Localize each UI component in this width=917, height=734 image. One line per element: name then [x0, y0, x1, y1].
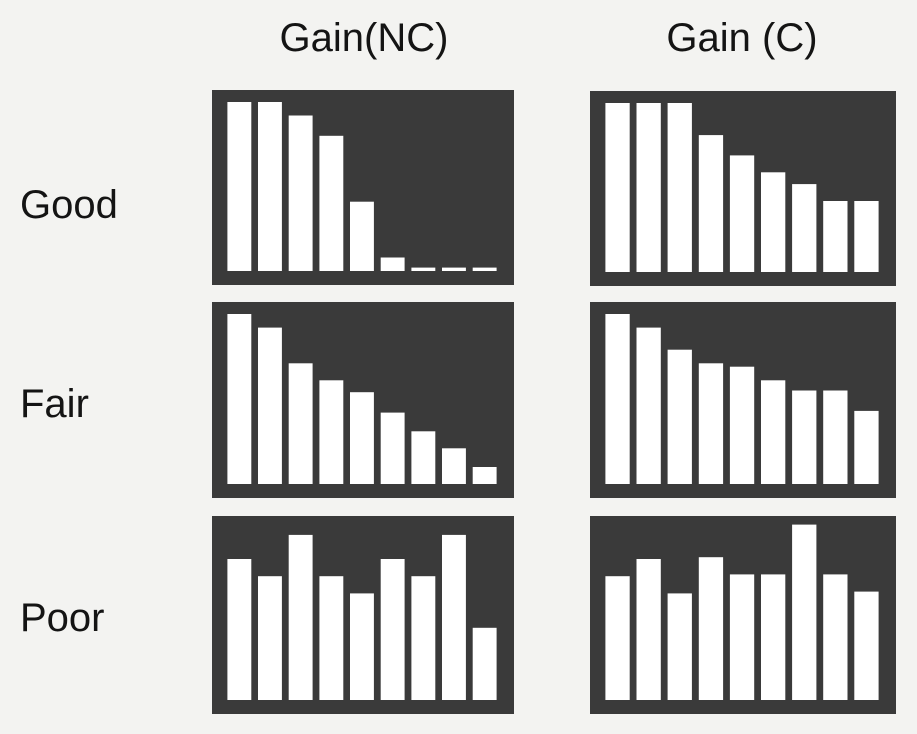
bar-good-gain-c-9 — [854, 201, 879, 272]
bar-poor-gain-c-2 — [636, 559, 661, 700]
bar-fair-gain-nc-2 — [258, 327, 282, 484]
row-label-poor: Poor — [20, 596, 105, 640]
bar-good-gain-c-2 — [636, 103, 661, 272]
bar-good-gain-nc-6 — [380, 257, 405, 271]
bar-good-gain-nc-3 — [288, 115, 313, 271]
bar-fair-gain-nc-7 — [411, 431, 436, 484]
bar-fair-gain-c-5 — [729, 366, 755, 484]
bar-poor-gain-c-1 — [605, 576, 630, 700]
bar-good-gain-c-1 — [605, 103, 630, 272]
bar-plot-poor-gain-c — [605, 524, 879, 700]
bar-fair-gain-nc-5 — [350, 392, 374, 484]
bar-plot-fair-gain-c — [605, 314, 879, 484]
bar-good-gain-nc-4 — [319, 135, 344, 271]
bar-fair-gain-c-9 — [854, 410, 879, 484]
bar-plot-good-gain-c — [605, 103, 879, 272]
column-title-gain-c: Gain (C) — [666, 16, 818, 60]
bar-poor-gain-nc-5 — [350, 593, 374, 700]
bar-fair-gain-nc-8 — [442, 448, 466, 484]
bar-fair-gain-c-8 — [823, 390, 848, 484]
bar-poor-gain-nc-8 — [442, 534, 466, 700]
bar-good-gain-nc-9 — [472, 267, 497, 271]
bar-poor-gain-c-3 — [667, 593, 692, 700]
bar-good-gain-c-5 — [729, 155, 755, 272]
bar-fair-gain-c-6 — [761, 380, 786, 484]
bar-fair-gain-c-1 — [605, 314, 630, 484]
bar-good-gain-c-7 — [792, 184, 817, 272]
bar-good-gain-c-3 — [667, 103, 692, 272]
panel-good-gain-nc — [212, 90, 514, 285]
bar-good-gain-nc-7 — [411, 267, 436, 271]
bar-good-gain-c-8 — [823, 201, 848, 272]
bar-plot-good-gain-nc — [227, 102, 497, 271]
bar-good-gain-c-6 — [761, 172, 786, 272]
bar-poor-gain-c-8 — [823, 574, 848, 700]
bar-poor-gain-nc-7 — [411, 576, 436, 700]
bar-poor-gain-nc-9 — [472, 627, 497, 700]
bar-poor-gain-c-4 — [698, 557, 724, 700]
bar-good-gain-nc-5 — [350, 201, 374, 271]
bar-good-gain-c-4 — [698, 135, 724, 272]
panel-poor-gain-c — [590, 516, 896, 714]
bar-fair-gain-nc-9 — [472, 467, 497, 484]
bar-fair-gain-c-3 — [667, 349, 692, 484]
bar-good-gain-nc-1 — [227, 102, 252, 271]
bar-plot-poor-gain-nc — [227, 534, 497, 700]
bar-good-gain-nc-8 — [442, 267, 466, 271]
bar-poor-gain-c-5 — [729, 574, 755, 700]
panel-fair-gain-nc — [212, 302, 514, 498]
bar-poor-gain-c-6 — [761, 574, 786, 700]
bar-plot-fair-gain-nc — [227, 314, 497, 484]
bar-poor-gain-c-9 — [854, 591, 879, 700]
bar-fair-gain-c-7 — [792, 390, 817, 484]
bar-fair-gain-nc-1 — [227, 314, 252, 484]
row-label-fair: Fair — [20, 382, 89, 426]
bar-fair-gain-nc-4 — [319, 380, 344, 484]
bar-fair-gain-c-2 — [636, 327, 661, 484]
panel-poor-gain-nc — [212, 516, 514, 714]
bar-fair-gain-nc-3 — [288, 363, 313, 484]
bar-poor-gain-c-7 — [792, 524, 817, 700]
bar-poor-gain-nc-1 — [227, 559, 252, 700]
bar-good-gain-nc-2 — [258, 102, 282, 271]
bar-poor-gain-nc-3 — [288, 534, 313, 700]
column-title-gain-nc: Gain(NC) — [279, 16, 449, 60]
panel-fair-gain-c — [590, 302, 896, 498]
panel-good-gain-c — [590, 91, 896, 286]
bar-poor-gain-nc-6 — [380, 559, 405, 700]
bar-fair-gain-c-4 — [698, 363, 724, 484]
bar-poor-gain-nc-2 — [258, 576, 282, 700]
bar-poor-gain-nc-4 — [319, 576, 344, 700]
bar-fair-gain-nc-6 — [380, 412, 405, 484]
row-label-good: Good — [20, 183, 118, 227]
